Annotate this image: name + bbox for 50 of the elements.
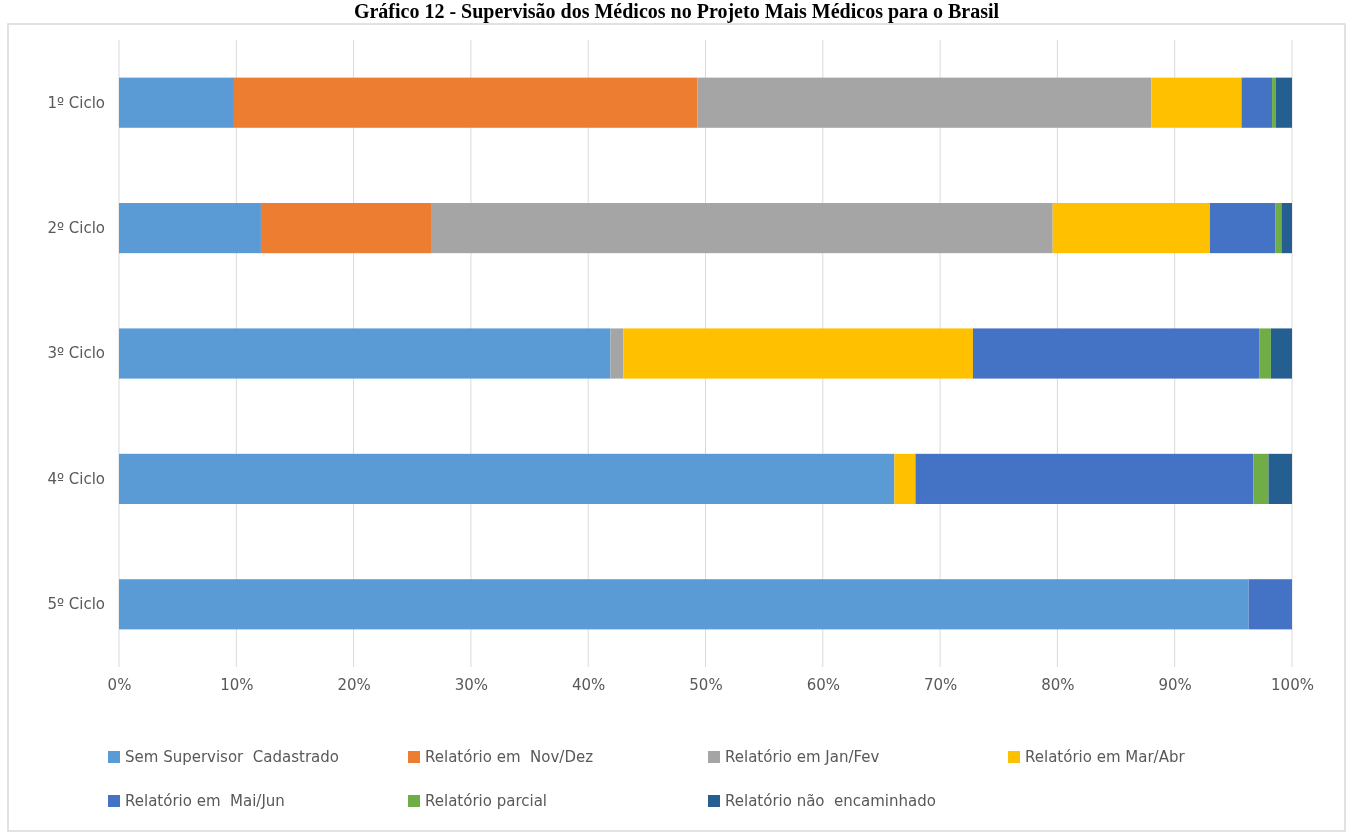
legend-label: Relatório em Mar/Abr bbox=[1025, 748, 1186, 767]
legend-label: Relatório em Nov/Dez bbox=[425, 748, 594, 767]
bar bbox=[1270, 328, 1292, 379]
bar bbox=[1272, 77, 1276, 128]
x-tick-label: 80% bbox=[1041, 675, 1075, 694]
x-tick-label: 30% bbox=[454, 675, 489, 694]
bar bbox=[1052, 203, 1210, 254]
legend-label: Relatório em Jan/Fev bbox=[725, 748, 880, 767]
bar bbox=[972, 328, 1260, 379]
bar bbox=[915, 453, 1254, 504]
bar bbox=[431, 203, 1053, 254]
y-tick-label: 3º Ciclo bbox=[47, 344, 105, 363]
bar bbox=[1241, 77, 1273, 128]
bar bbox=[1281, 203, 1292, 254]
bar bbox=[623, 328, 973, 379]
legend-label: Relatório não encaminhado bbox=[725, 792, 936, 811]
legend-label: Relatório parcial bbox=[425, 792, 547, 811]
x-tick-label: 100% bbox=[1271, 675, 1314, 694]
bar bbox=[1209, 203, 1276, 254]
y-tick-label: 1º Ciclo bbox=[47, 93, 105, 112]
y-tick-label: 5º Ciclo bbox=[47, 595, 105, 614]
bar bbox=[1151, 77, 1242, 128]
bar bbox=[1248, 579, 1292, 630]
bar bbox=[119, 579, 1249, 630]
x-tick-label: 10% bbox=[220, 675, 254, 694]
bar bbox=[233, 77, 698, 128]
bar bbox=[1259, 328, 1271, 379]
bar bbox=[894, 453, 916, 504]
bar bbox=[1275, 77, 1292, 128]
x-tick-label: 50% bbox=[689, 675, 723, 694]
bar bbox=[260, 203, 432, 254]
x-tick-label: 0% bbox=[107, 675, 132, 694]
bar bbox=[119, 77, 234, 128]
bar bbox=[1253, 453, 1269, 504]
bar bbox=[1268, 453, 1292, 504]
bar bbox=[697, 77, 1152, 128]
x-tick-label: 90% bbox=[1158, 675, 1192, 694]
bar bbox=[119, 453, 895, 504]
x-tick-label: 60% bbox=[806, 675, 840, 694]
legend-label: Sem Supervisor Cadastrado bbox=[125, 748, 339, 767]
chart-title: Gráfico 12 - Supervisão dos Médicos no Projeto Mais Médicos para o Brasil bbox=[353, 0, 1000, 23]
bar bbox=[119, 328, 611, 379]
y-tick-label: 4º Ciclo bbox=[47, 469, 105, 488]
x-tick-label: 40% bbox=[572, 675, 606, 694]
x-tick-label: 20% bbox=[337, 675, 371, 694]
legend-label: Relatório em Mai/Jun bbox=[125, 792, 285, 811]
x-tick-label: 70% bbox=[923, 675, 958, 694]
bar bbox=[119, 203, 261, 254]
y-tick-label: 2º Ciclo bbox=[47, 218, 105, 237]
bar bbox=[610, 328, 624, 379]
